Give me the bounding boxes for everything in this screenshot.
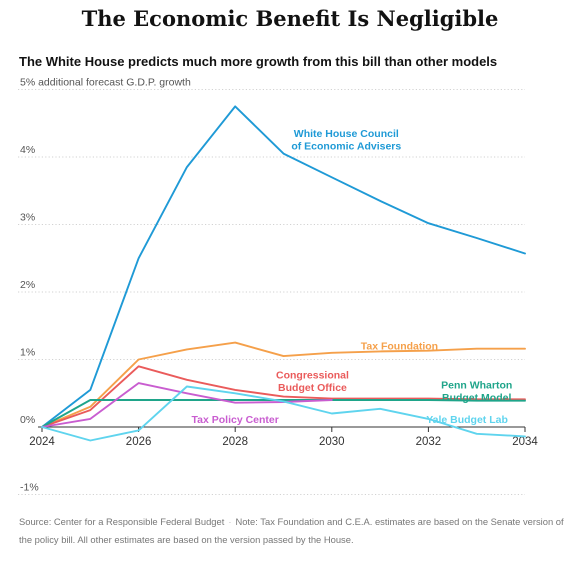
chart-subtitle: The White House predicts much more growt…: [19, 54, 498, 69]
y-tick-label: 3%: [20, 212, 35, 224]
x-tick-label: 2030: [319, 436, 345, 448]
series-label-congressional-budget-office: Congressional Budget Office: [276, 369, 349, 394]
series-label-penn-wharton-budget-model: Penn Wharton Budget Model: [441, 380, 512, 405]
footnote-separator: ·: [228, 516, 232, 527]
x-tick-label: 2032: [416, 436, 442, 448]
series-line-white-house-council-of-economic-advisers: [41, 105, 526, 428]
source-note: Source: Center for a Responsible Federal…: [19, 516, 225, 527]
y-tick-label: 0%: [20, 414, 35, 426]
series-labels: White House Council of Economic Advisers T…: [192, 128, 513, 426]
methodology-note: Note: Tax Foundation and C.E.A. estimate…: [19, 516, 564, 545]
headline: The Economic Benefit Is Negligible: [81, 6, 499, 31]
y-tick-label: 4%: [20, 144, 35, 156]
y-tick-label: -1%: [20, 482, 39, 494]
x-axis: 2024 2026 2028 2030 2032 2034: [29, 426, 538, 448]
y-tick-label: 2%: [20, 279, 35, 291]
y-tick-label: 1%: [20, 347, 35, 359]
series-line-yale-budget-lab: [41, 385, 526, 442]
x-tick-label: 2024: [29, 436, 55, 448]
series-label-white-house-council-of-economic-advisers: White House Council of Economic Advisers: [291, 128, 401, 153]
series-label-tax-policy-center: Tax Policy Center: [192, 414, 279, 426]
series-line-tax-foundation: [41, 341, 526, 428]
grid-lines: [18, 89, 525, 495]
series-line-congressional-budget-office: [41, 365, 526, 428]
footnote: Source: Center for a Responsible Federal…: [19, 513, 564, 549]
x-tick-label: 2026: [126, 436, 152, 448]
series-lines: [41, 105, 526, 442]
series-line-penn-wharton-budget-model: [41, 399, 526, 428]
series-label-yale-budget-lab: Yale Budget Lab: [426, 414, 508, 426]
y-axis-ticks: -1% 0% 1% 2% 3% 4% 5% additional forecast G.D.…: [20, 77, 191, 494]
line-chart: -1% 0% 1% 2% 3% 4% 5% additional forecast G.D.…: [18, 77, 538, 495]
series-label-tax-foundation: Tax Foundation: [361, 340, 438, 352]
x-tick-label: 2034: [512, 436, 538, 448]
y-tick-label: 5% additional forecast G.D.P. growth: [20, 77, 191, 89]
x-tick-label: 2028: [222, 436, 248, 448]
